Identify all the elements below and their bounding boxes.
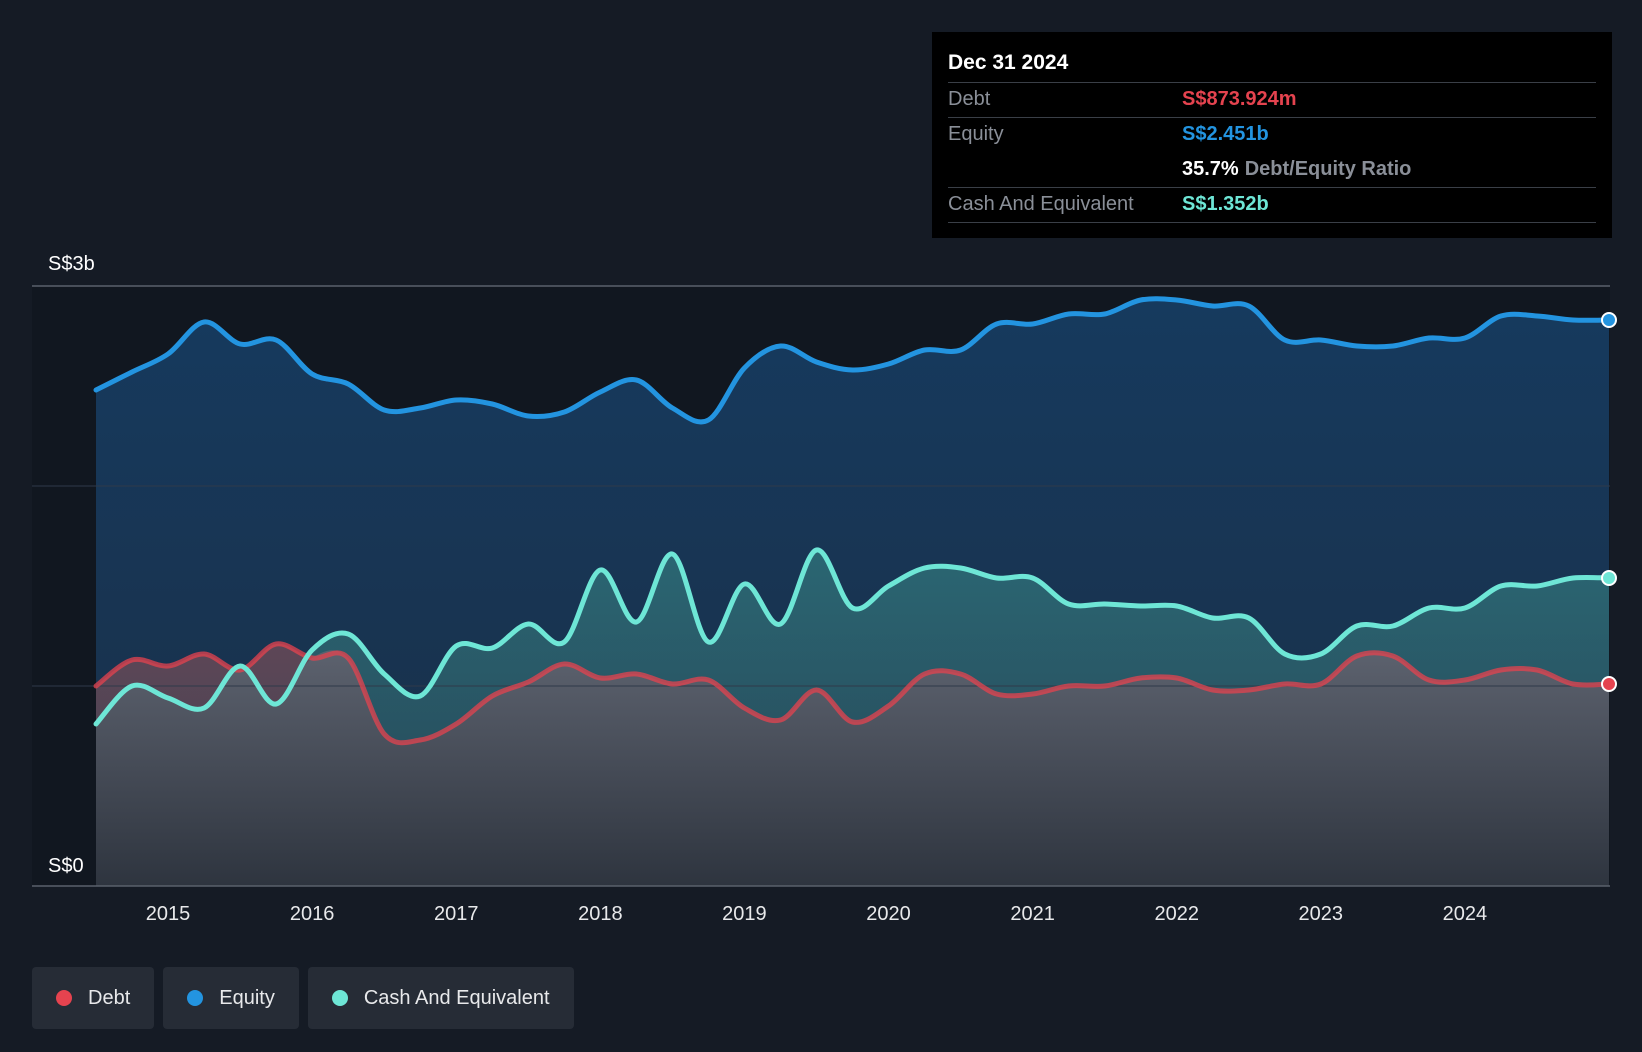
series-lines: [93, 296, 1612, 746]
tooltip-cash-value: S$1.352b: [1182, 193, 1269, 215]
data-tooltip: Dec 31 2024 Debt S$873.924m Equity S$2.4…: [932, 32, 1612, 238]
equity-dot-icon: [187, 990, 204, 1006]
cash-dot-icon: [331, 990, 348, 1006]
series-endpoints: [1601, 312, 1617, 692]
tooltip-date: Dec 31 2024: [948, 51, 1069, 74]
tooltip-cash-label: Cash And Equivalent: [948, 193, 1134, 215]
x-tick-label: 2024: [1443, 903, 1488, 925]
legend-label-debt: Debt: [88, 986, 131, 1009]
tooltip-cash-row: Cash And Equivalent S$1.352b: [948, 187, 1596, 223]
x-tick-label: 2018: [578, 903, 623, 925]
legend-item-cash[interactable]: Cash And Equivalent: [307, 967, 574, 1029]
x-tick-label: 2021: [1010, 903, 1055, 925]
tooltip-ratio-label: Debt/Equity Ratio: [1244, 158, 1412, 180]
x-tick-label: 2017: [434, 903, 479, 925]
x-tick-label: 2020: [866, 903, 911, 925]
legend-label-cash: Cash And Equivalent: [363, 986, 550, 1009]
series-areas: [96, 298, 1609, 887]
debt-line: [93, 641, 1612, 746]
x-tick-label: 2023: [1299, 903, 1344, 925]
tooltip-debt-value: S$873.924m: [1182, 88, 1297, 110]
tooltip-ratio-row: 35.7% Debt/Equity Ratio: [948, 152, 1596, 187]
tooltip-equity-label: Equity: [948, 123, 1004, 145]
cash-line: [93, 547, 1612, 727]
cash-endpoint: [1601, 570, 1617, 586]
x-tick-label: 2022: [1154, 903, 1199, 925]
x-tick-label: 2016: [290, 903, 335, 925]
tooltip-equity-row: Equity S$2.451b: [948, 117, 1596, 152]
gridlines: [32, 285, 1610, 887]
equity-line: [93, 296, 1612, 425]
tooltip-debt-label: Debt: [948, 88, 991, 110]
y-axis-labels: S$0 S$3b: [48, 253, 95, 877]
tooltip-equity-value: S$2.451b: [1182, 123, 1269, 145]
debt-endpoint: [1601, 676, 1617, 692]
y-tick-label: S$0: [48, 855, 84, 877]
legend-item-equity[interactable]: Equity: [163, 967, 299, 1029]
legend-label-equity: Equity: [219, 986, 275, 1009]
chart-legend: Debt Equity Cash And Equivalent: [32, 967, 574, 1029]
legend-item-debt[interactable]: Debt: [32, 967, 155, 1029]
x-axis-labels: 2015 2016 2017 2018 2019 2020 2021 2022 2023 2024: [146, 903, 1487, 925]
overlap-area: [96, 650, 1609, 886]
x-tick-label: 2015: [146, 903, 191, 925]
x-tick-label: 2019: [722, 903, 767, 925]
tooltip-ratio-value: 35.7%: [1182, 158, 1239, 180]
debt-dot-icon: [56, 990, 72, 1006]
y-tick-label: S$3b: [48, 253, 95, 275]
tooltip-debt-row: Debt S$873.924m: [948, 82, 1596, 117]
equity-endpoint: [1601, 312, 1617, 328]
